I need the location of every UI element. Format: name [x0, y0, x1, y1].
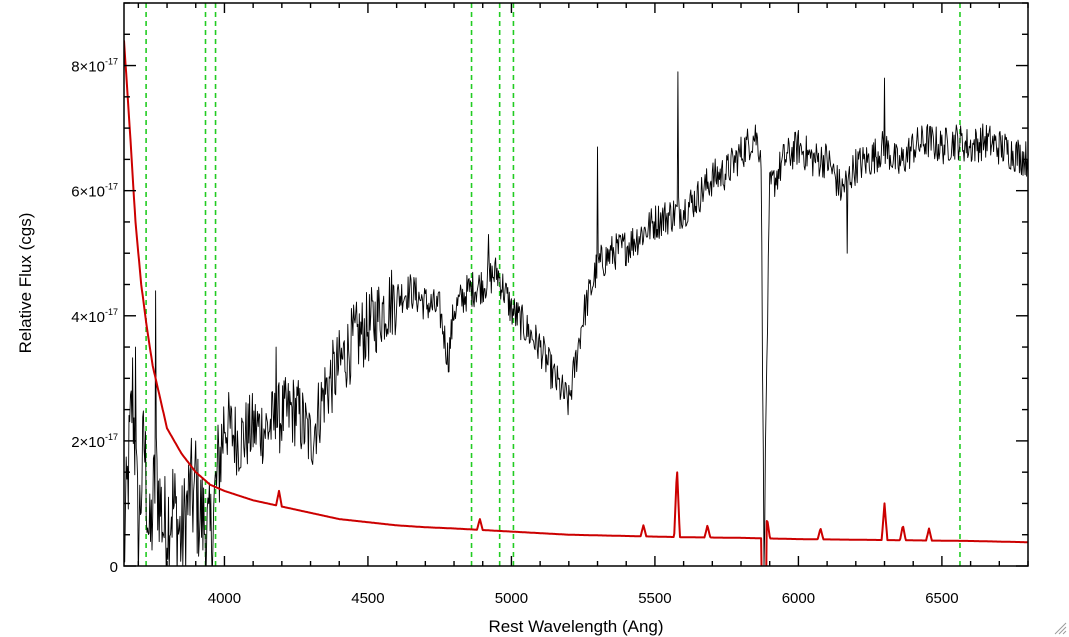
- y-tick-label: 2×10-17: [71, 432, 118, 451]
- y-tick-labels: 0 2×10-17 4×10-17 6×10-17 8×10-17: [71, 57, 118, 576]
- y-axis-title: Relative Flux (cgs): [16, 213, 35, 354]
- y-tick-label: 0: [110, 559, 118, 576]
- y-tick-label: 8×10-17: [71, 57, 118, 76]
- x-tick-label: 4500: [351, 590, 384, 607]
- x-tick-labels: 4000 4500 5000 5500 6000 6500: [208, 590, 959, 607]
- spectra: [124, 40, 1028, 566]
- x-tick-label: 4000: [208, 590, 241, 607]
- x-axis-title: Rest Wavelength (Ang): [488, 617, 663, 636]
- observed-spectrum-line: [124, 71, 1028, 566]
- plot-frame: [123, 2, 1029, 567]
- model-spectrum-line: [124, 40, 1028, 566]
- x-tick-label: 5500: [638, 590, 671, 607]
- x-tick-label: 5000: [495, 590, 528, 607]
- x-tick-label: 6500: [925, 590, 958, 607]
- axis-ticks: [124, 2, 1029, 567]
- y-tick-label: 4×10-17: [71, 307, 118, 326]
- x-tick-label: 6000: [782, 590, 815, 607]
- reference-lines: [145, 3, 961, 566]
- resize-grip-icon[interactable]: [1053, 621, 1067, 635]
- y-tick-label: 6×10-17: [71, 182, 118, 201]
